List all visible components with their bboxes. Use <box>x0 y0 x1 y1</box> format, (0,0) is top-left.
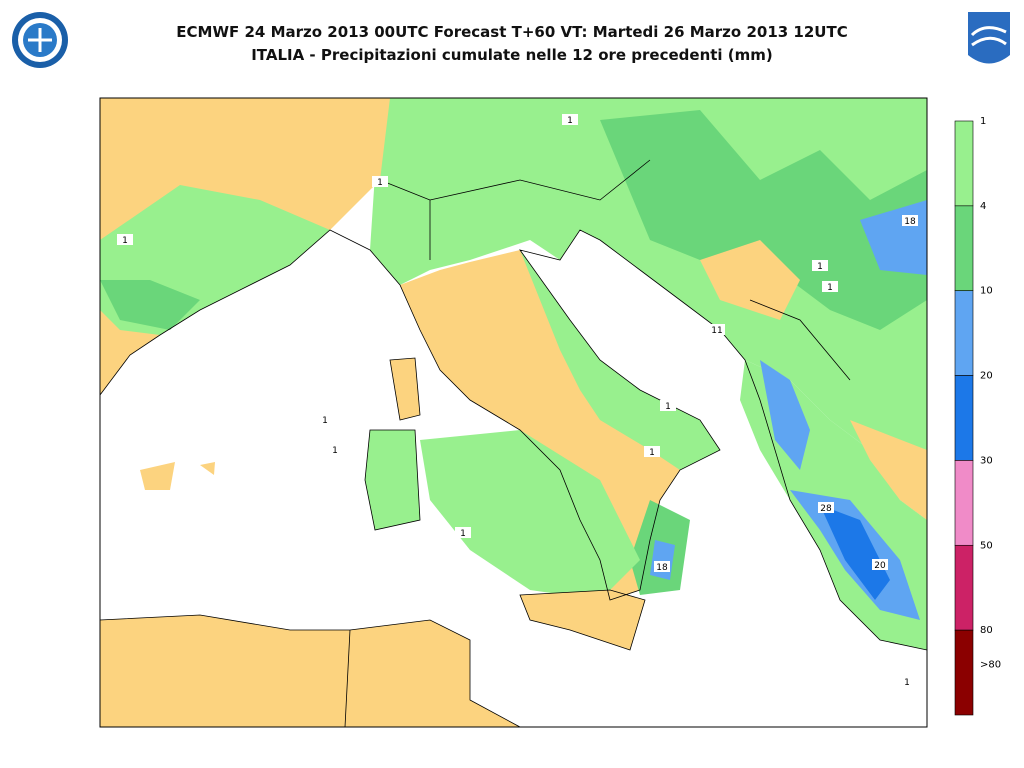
contour-label: 1 <box>122 236 128 246</box>
contour-label-box <box>902 215 918 226</box>
colorbar-segment <box>954 120 974 207</box>
contour-label-box <box>562 114 578 125</box>
contour-label-box <box>709 324 725 335</box>
colorbar-segment <box>954 629 974 716</box>
contour-label: 1 <box>665 402 671 412</box>
contour-label: 1 <box>322 416 328 426</box>
colorbar-label: 80 <box>980 625 993 636</box>
contour-label-box <box>117 234 133 245</box>
contour-label: 11 <box>711 326 722 336</box>
logo-right <box>968 12 1010 64</box>
contour-label-box <box>899 676 915 687</box>
colorbar-label: 50 <box>980 540 993 551</box>
contour-label: 18 <box>904 217 916 227</box>
contour-label: 1 <box>332 446 338 456</box>
contour-label: 1 <box>460 529 466 539</box>
colorbar-segment <box>954 205 974 292</box>
colorbar-label: 1 <box>980 116 986 127</box>
colorbar-segment <box>954 375 974 461</box>
colorbar-label: 4 <box>980 201 986 212</box>
contour-label: 1 <box>567 116 573 126</box>
contour-label: 1 <box>649 448 655 458</box>
title: ECMWF 24 Marzo 2013 00UTC Forecast T+60 … <box>176 23 847 41</box>
contour-label: 1 <box>827 283 833 293</box>
contour-label-box <box>372 176 388 187</box>
contour-label-box <box>455 527 471 538</box>
contour-label-box <box>660 400 676 411</box>
colorbar-segment <box>954 544 974 631</box>
contour-label-box <box>822 281 838 292</box>
contour-label-box <box>818 502 834 513</box>
contour-label-box <box>812 260 828 271</box>
contour-label-box <box>872 559 888 570</box>
colorbar-label: 20 <box>980 371 993 382</box>
colorbar-label: >80 <box>980 660 1001 671</box>
contour-label: 18 <box>656 563 668 573</box>
contour-label: 1 <box>904 678 910 688</box>
subtitle: ITALIA - Precipitazioni cumulate nelle 1… <box>251 46 773 64</box>
contour-label: 1 <box>817 262 823 272</box>
colorbar-segment <box>954 290 974 376</box>
contour-label-box <box>317 414 333 425</box>
contour-label-box <box>327 444 343 455</box>
colorbar-segment <box>954 460 974 546</box>
contour-label-box <box>644 446 660 457</box>
logo-left <box>12 12 68 68</box>
contour-label: 1 <box>377 178 383 188</box>
colorbar-label: 10 <box>980 286 993 297</box>
contour-label: 20 <box>874 561 886 571</box>
contour-label-box <box>654 561 670 572</box>
colorbar: 1 4 10 20 30 50 80 >80 <box>954 116 1001 716</box>
colorbar-label: 30 <box>980 455 993 466</box>
contour-label: 28 <box>820 504 832 514</box>
